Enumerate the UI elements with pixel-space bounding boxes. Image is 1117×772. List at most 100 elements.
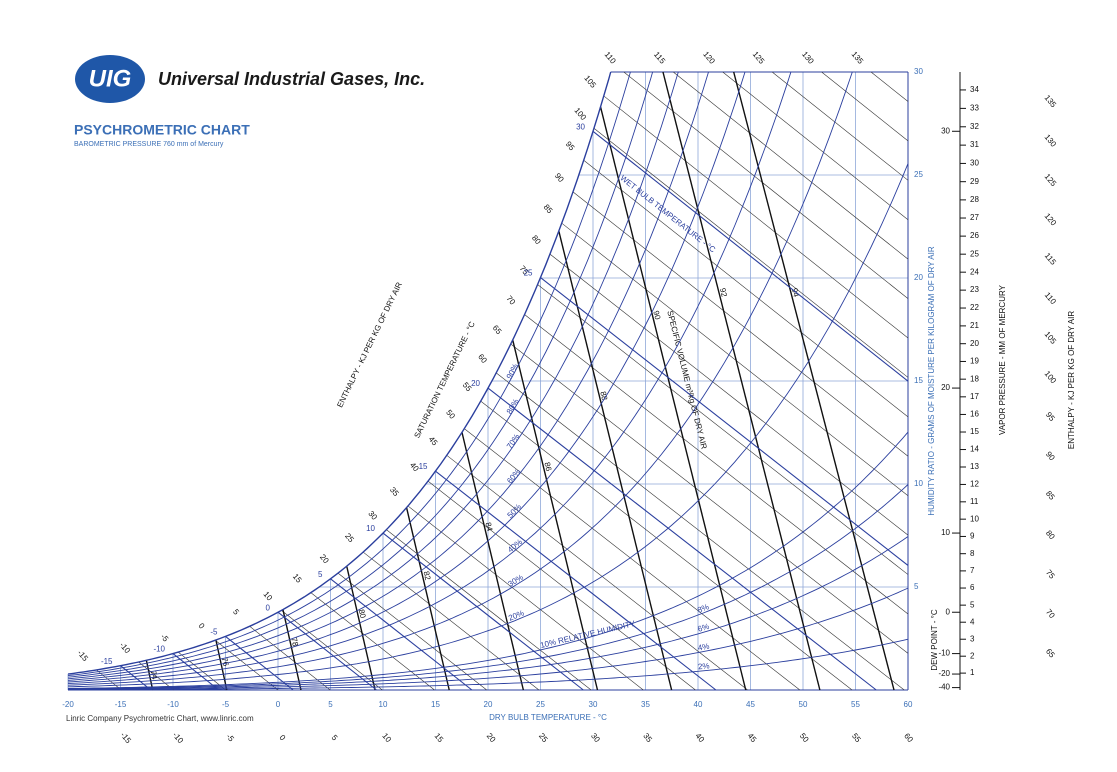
y-tick-label: 5 [914,582,919,591]
saturation-curve [67,71,612,675]
specific-volume-label: 88 [598,391,609,402]
y-tick-label: 15 [914,376,923,385]
logo: UIG Universal Industrial Gases, Inc. [75,55,425,103]
rh-curve [67,71,853,686]
vapor-pressure-label: 16 [970,410,979,419]
x-tick-label: 45 [746,700,755,709]
vapor-pressure-label: 31 [970,140,979,149]
vapor-pressure-label: 25 [970,249,979,258]
wet-bulb-label: -15 [101,657,113,666]
enthalpy-line [583,159,909,418]
rh-curve [67,71,792,685]
vapor-pressure-label: 10 [970,514,979,523]
wet-bulb-label: 0 [266,603,271,612]
enthalpy-line [510,343,909,654]
dew-point-title: DEW POINT - °C [930,609,939,670]
logo-text: UIG [89,65,132,92]
enthalpy-line [480,400,853,691]
enthalpy-line [673,71,909,260]
rh-label: 6% [697,622,711,634]
vapor-pressure-label: 19 [970,357,979,366]
vapor-pressure-label: 34 [970,85,979,94]
rh-curve [67,587,909,690]
dew-point-label: -10 [938,649,950,658]
wet-bulb-label: 30 [576,122,585,131]
vapor-pressure-label: 27 [970,213,979,222]
x-tick-label: -15 [115,700,127,709]
enthalpy-label: -5 [159,632,171,644]
dew-point-label: 0 [946,607,951,616]
y-tick-label: 20 [914,273,923,282]
x-tick-label: 10 [379,700,388,709]
vapor-pressure-label: 11 [970,497,979,506]
specific-volume-label: 76 [220,656,231,667]
enthalpy-label: 5 [330,733,340,743]
specific-volume-label: 78 [289,637,300,648]
enthalpy-label: 0 [277,733,287,743]
y-tick-label: 25 [914,170,923,179]
enthalpy-line [603,95,909,339]
wet-bulb-label: 25 [524,269,533,278]
rh-curve [68,536,909,690]
x-tick-label: -20 [62,700,74,709]
specific-volume-label: 74 [149,670,160,681]
vapor-pressure-label: 5 [970,600,975,609]
vapor-pressure-label: 15 [970,427,979,436]
specific-volume-label: 94 [790,287,801,298]
enthalpy-line [337,572,487,691]
specific-volume-label: 82 [421,570,432,581]
wet-bulb-label: 20 [471,379,480,388]
enthalpy-label: -5 [224,732,236,744]
wet-bulb-label: 15 [419,462,428,471]
vapor-pressure-label: 28 [970,195,979,204]
vapor-pressure-label: 23 [970,285,979,294]
enthalpy-label: 0 [197,621,207,631]
x-tick-label: 20 [484,700,493,709]
x-tick-label: 35 [641,700,650,709]
dew-point-label: -40 [938,683,950,692]
rh-curve [68,638,909,691]
x-tick-label: 30 [589,700,598,709]
vapor-pressure-label: 20 [970,339,979,348]
specific-volume-label: 90 [651,310,662,321]
rh-curve [67,431,909,689]
specific-volume-label: 92 [718,287,729,298]
wet-bulb-line [277,611,377,691]
company-name: Universal Industrial Gases, Inc. [158,69,425,89]
x-tick-label: -5 [222,700,230,709]
enthalpy-line [178,651,226,691]
specific-volume-line [346,565,376,691]
x-tick-label: 0 [276,700,281,709]
vapor-pressure-label: 32 [970,122,979,131]
dew-point-label: -20 [938,669,950,678]
footer-credit: Linric Company Psychrometric Chart, www.… [66,714,254,723]
x-tick-label: 25 [536,700,545,709]
chart-title: PSYCHROMETRIC CHART [74,122,250,138]
specific-volume-line [282,609,302,691]
specific-volume-line [461,432,525,691]
vapor-pressure-label: 14 [970,445,979,454]
enthalpy-line [722,71,909,220]
enthalpy-line [362,551,540,691]
dew-point-label: 10 [941,528,950,537]
rh-curve [67,71,654,678]
rh-curve [67,71,631,677]
enthalpy-line [446,455,748,691]
rh-curve [67,71,679,680]
x-tick-label: 15 [431,700,440,709]
rh-curve [68,484,909,690]
wet-bulb-label: 10 [366,524,375,533]
x-tick-label: -10 [167,700,179,709]
specific-volume-label: 84 [483,521,494,532]
enthalpy-line [572,191,909,457]
dew-point-label: 30 [941,126,950,135]
vapor-pressure-label: 26 [970,231,979,240]
rh-curve [67,71,746,683]
wet-bulb-line [172,653,220,691]
y-tick-label: 30 [914,67,923,76]
vapor-pressure-label: 9 [970,532,975,541]
y-axis-title: HUMIDITY RATIO - GRAMS OF MOISTURE PER K… [927,246,936,515]
logo-badge [75,55,145,103]
